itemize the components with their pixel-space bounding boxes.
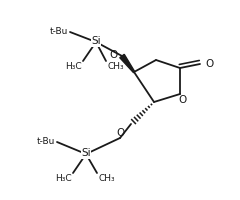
Polygon shape — [120, 54, 135, 72]
Text: O: O — [178, 95, 186, 105]
Text: t-Bu: t-Bu — [50, 26, 68, 36]
Text: Si: Si — [91, 36, 101, 46]
Text: H₃C: H₃C — [65, 62, 82, 71]
Text: H₃C: H₃C — [55, 174, 72, 183]
Text: O: O — [116, 128, 124, 138]
Text: CH₃: CH₃ — [98, 174, 115, 183]
Text: CH₃: CH₃ — [107, 62, 124, 71]
Text: Si: Si — [81, 148, 91, 158]
Text: O: O — [110, 50, 118, 60]
Text: t-Bu: t-Bu — [37, 136, 55, 146]
Text: O: O — [205, 59, 213, 69]
